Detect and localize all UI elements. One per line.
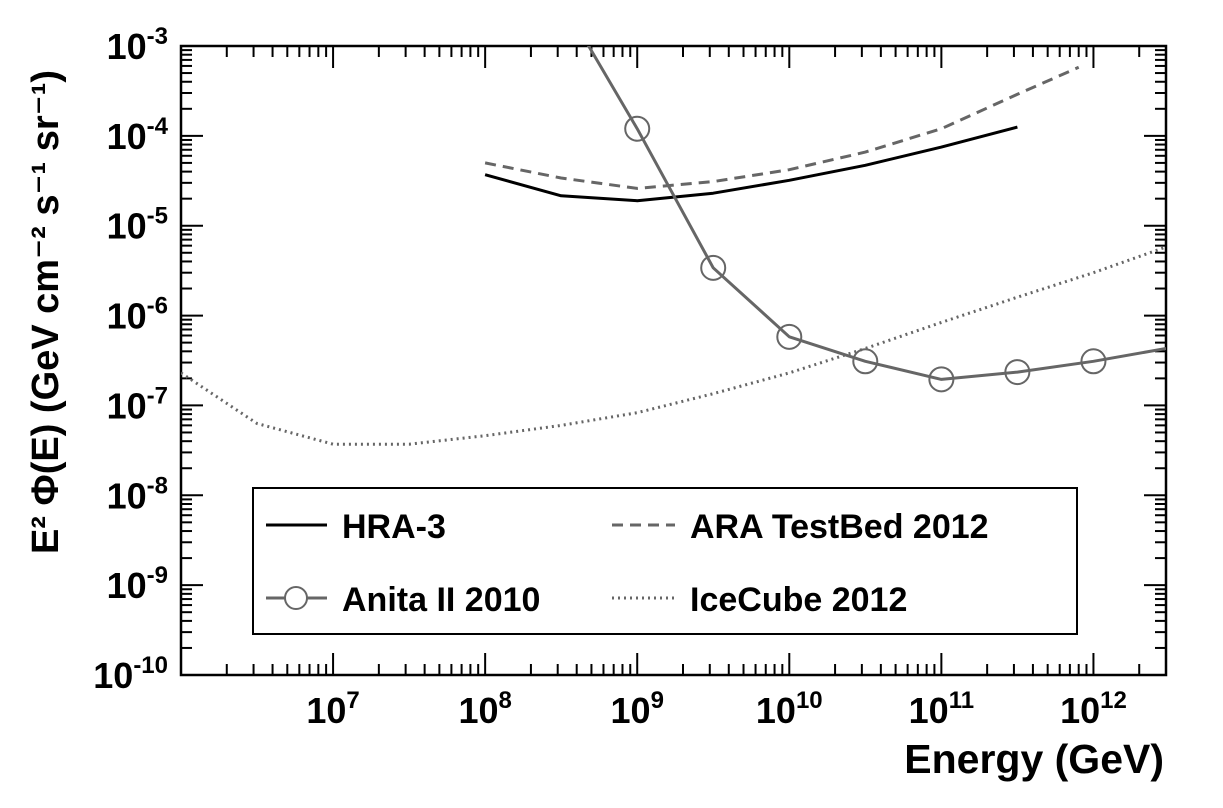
data-point-anita-ii-2010	[776, 323, 803, 350]
x-tick-label: 108	[458, 687, 511, 731]
y-tick-label: 10-7	[107, 382, 168, 426]
y-ticks	[181, 45, 1166, 676]
legend-label-hra3: HRA-3	[342, 508, 446, 546]
series-line-ara-testbed-2012	[484, 65, 1080, 190]
y-tick-label: 10-9	[107, 562, 168, 606]
y-tick-label: 10-8	[107, 472, 168, 516]
series-line-hra-3	[484, 125, 1018, 203]
data-point-anita-ii-2010	[1004, 359, 1031, 386]
y-tick-label: 10-6	[107, 293, 168, 337]
y-tick-label: 10-10	[93, 652, 168, 696]
x-tick-label: 1010	[756, 687, 823, 731]
data-point-anita-ii-2010	[700, 254, 727, 281]
x-tick-label: 107	[306, 687, 359, 731]
y-tick-label: 10-3	[107, 23, 168, 67]
data-point-anita-ii-2010	[852, 348, 879, 375]
legend: HRA-3 ARA TestBed 2012 Anita II 2010 Ice…	[252, 487, 1078, 635]
data-point-anita-ii-2010	[928, 366, 955, 393]
x-tick-labels: 107 108 109 1010 1011 1012	[306, 687, 1126, 731]
y-tick-label: 10-5	[107, 203, 168, 247]
y-axis-title: E² Φ(E) (GeV cm⁻² s⁻¹ sr⁻¹)	[25, 70, 67, 554]
data-point-anita-ii-2010	[1080, 348, 1107, 375]
x-tick-label: 109	[611, 687, 664, 731]
data-point-anita-ii-2010	[624, 115, 651, 142]
legend-marker-anita	[284, 586, 308, 610]
legend-label-icecube: IceCube 2012	[690, 581, 907, 619]
legend-box	[252, 487, 1078, 635]
x-tick-label: 1012	[1060, 687, 1127, 731]
series-line-icecube-2012	[181, 245, 1166, 446]
legend-label-anita: Anita II 2010	[342, 581, 540, 619]
y-tick-labels: 10-10 10-9 10-8 10-7 10-6 10-5 10-4 10-3	[93, 23, 168, 696]
series-lines	[181, 46, 1166, 446]
plot-frame	[179, 44, 1168, 677]
y-tick-label: 10-4	[107, 113, 169, 157]
x-tick-label: 1011	[909, 687, 974, 731]
x-axis-title: Energy (GeV)	[904, 736, 1164, 782]
series-line-anita-ii-2010	[586, 46, 1166, 381]
x-ticks	[180, 46, 1167, 675]
legend-label-ara: ARA TestBed 2012	[690, 508, 989, 546]
